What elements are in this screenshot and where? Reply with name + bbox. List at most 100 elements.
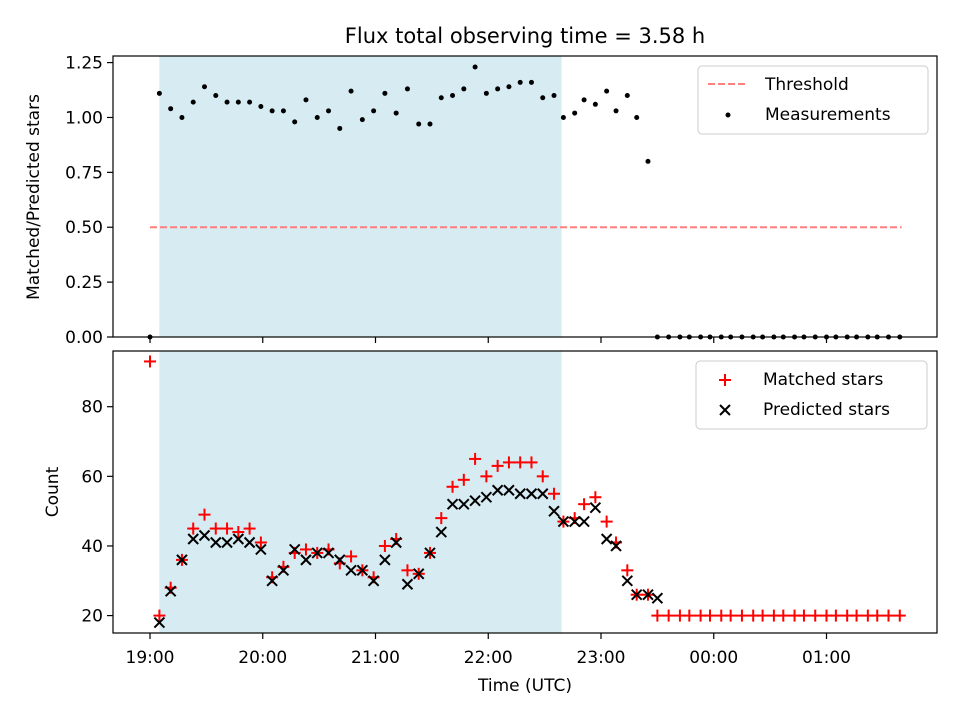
matched-star-point	[525, 456, 538, 469]
predicted-star-point	[537, 488, 549, 500]
bottom-y-tick-label: 40	[81, 537, 103, 557]
predicted-star-point	[480, 491, 493, 503]
measurement-point	[613, 108, 619, 114]
matched-star-point	[871, 609, 884, 622]
matched-star-point	[446, 480, 459, 493]
predicted-star-point	[345, 564, 357, 577]
predicted-star-point	[600, 533, 613, 545]
bottom-y-tick-label: 60	[81, 467, 103, 487]
measurement-point	[292, 119, 298, 125]
matched-star-point	[756, 609, 769, 622]
matched-star-point	[299, 543, 312, 556]
measurement-point	[168, 106, 174, 112]
predicted-star-point	[651, 592, 664, 604]
predicted-star-point	[548, 505, 560, 517]
measurement-point	[551, 93, 557, 99]
measurement-point	[258, 103, 264, 109]
top-x-ticks	[149, 337, 828, 343]
matched-star-point	[797, 609, 810, 622]
top-y-tick-label: 1.00	[65, 108, 103, 128]
measurement-point	[506, 84, 512, 90]
bottom-legend: Matched stars Predicted stars	[695, 360, 928, 430]
measurement-point	[348, 88, 354, 94]
measurement-point	[314, 114, 320, 120]
predicted-star-point	[589, 501, 602, 514]
matched-star-point	[232, 526, 245, 539]
matched-star-point	[809, 609, 822, 622]
measurement-point	[393, 110, 399, 116]
measurement-point	[560, 114, 566, 120]
matched-star-point	[144, 355, 156, 368]
predicted-star-point	[164, 585, 177, 597]
measurement-point	[634, 114, 640, 120]
measurement-point	[416, 121, 422, 127]
measurement-point	[337, 125, 343, 131]
measurement-point	[528, 79, 534, 85]
measurement-point	[592, 101, 598, 107]
top-y-tick-label: 0.75	[65, 163, 103, 183]
top-legend: Threshold Measurements	[697, 65, 929, 135]
top-y-tick-label: 0.50	[65, 218, 103, 238]
matched-star-point	[893, 609, 906, 622]
top-axes-frame	[112, 55, 938, 338]
top-y-ticks: 0.00 0.25 0.50 0.75 1.00 1.25	[65, 54, 113, 348]
bottom-y-tick-label: 20	[81, 607, 103, 627]
predicted-star-point	[621, 575, 634, 587]
measurement-point	[604, 88, 610, 94]
measurement-point	[572, 110, 578, 116]
matched-star-point	[703, 609, 716, 622]
measurement-point	[190, 99, 196, 105]
predicted-star-point	[277, 564, 290, 577]
measurement-point	[450, 93, 456, 99]
measurement-point	[472, 64, 478, 70]
predicted-star-point	[469, 494, 481, 507]
measurement-point	[156, 90, 162, 96]
predicted-star-point	[356, 564, 369, 577]
matched-star-point	[435, 512, 448, 525]
matched-star-point	[683, 609, 696, 622]
measurements-legend-label: Measurements	[765, 105, 891, 125]
matched-star-point	[735, 609, 748, 622]
matched-star-point	[491, 459, 504, 472]
matched-star-point	[850, 609, 863, 622]
matched-star-point	[153, 609, 166, 622]
measurement-point	[461, 86, 467, 92]
predicted-star-point	[401, 578, 414, 590]
top-y-axis-label: Matched/Predicted stars	[24, 94, 44, 300]
predicted-star-point	[221, 536, 233, 549]
top-legend-box	[697, 65, 929, 135]
measurement-point	[382, 90, 388, 96]
matched-star-point	[502, 456, 515, 469]
predicted-star-point	[266, 575, 278, 587]
measurement-point	[495, 86, 501, 92]
matched-star-point	[187, 522, 200, 535]
measurement-point	[404, 86, 410, 92]
bottom-x-tick-label: 22:00	[464, 648, 513, 668]
predicted-star-point	[210, 536, 222, 549]
measurement-point	[224, 99, 230, 105]
predicted-star-point	[288, 543, 301, 556]
threshold-legend-label: Threshold	[764, 75, 849, 95]
measurement-point	[235, 99, 241, 105]
measurement-point	[303, 97, 309, 103]
predicted-star-point	[390, 536, 402, 549]
measurement-point	[359, 117, 365, 123]
measurement-point	[247, 99, 253, 105]
measurement-point	[371, 108, 377, 114]
matched-legend-label: Matched stars	[763, 370, 883, 390]
measurement-point	[645, 158, 651, 164]
matched-star-point	[536, 470, 549, 483]
predicted-star-point	[503, 484, 515, 496]
predicted-star-point	[311, 547, 323, 559]
bottom-x-tick-label: 00:00	[689, 648, 738, 668]
predicted-star-point	[630, 588, 643, 601]
predicted-star-point	[232, 533, 245, 545]
x-axis-label: Time (UTC)	[477, 676, 572, 696]
matched-star-point	[243, 522, 256, 535]
predicted-star-point	[176, 554, 188, 566]
bottom-x-ticks: 19:00 20:00 21:00 22:00 23:00 00:00 01:00	[126, 633, 851, 668]
matched-star-point	[589, 491, 602, 504]
matched-star-point	[777, 609, 790, 622]
predicted-star-point	[379, 554, 391, 566]
